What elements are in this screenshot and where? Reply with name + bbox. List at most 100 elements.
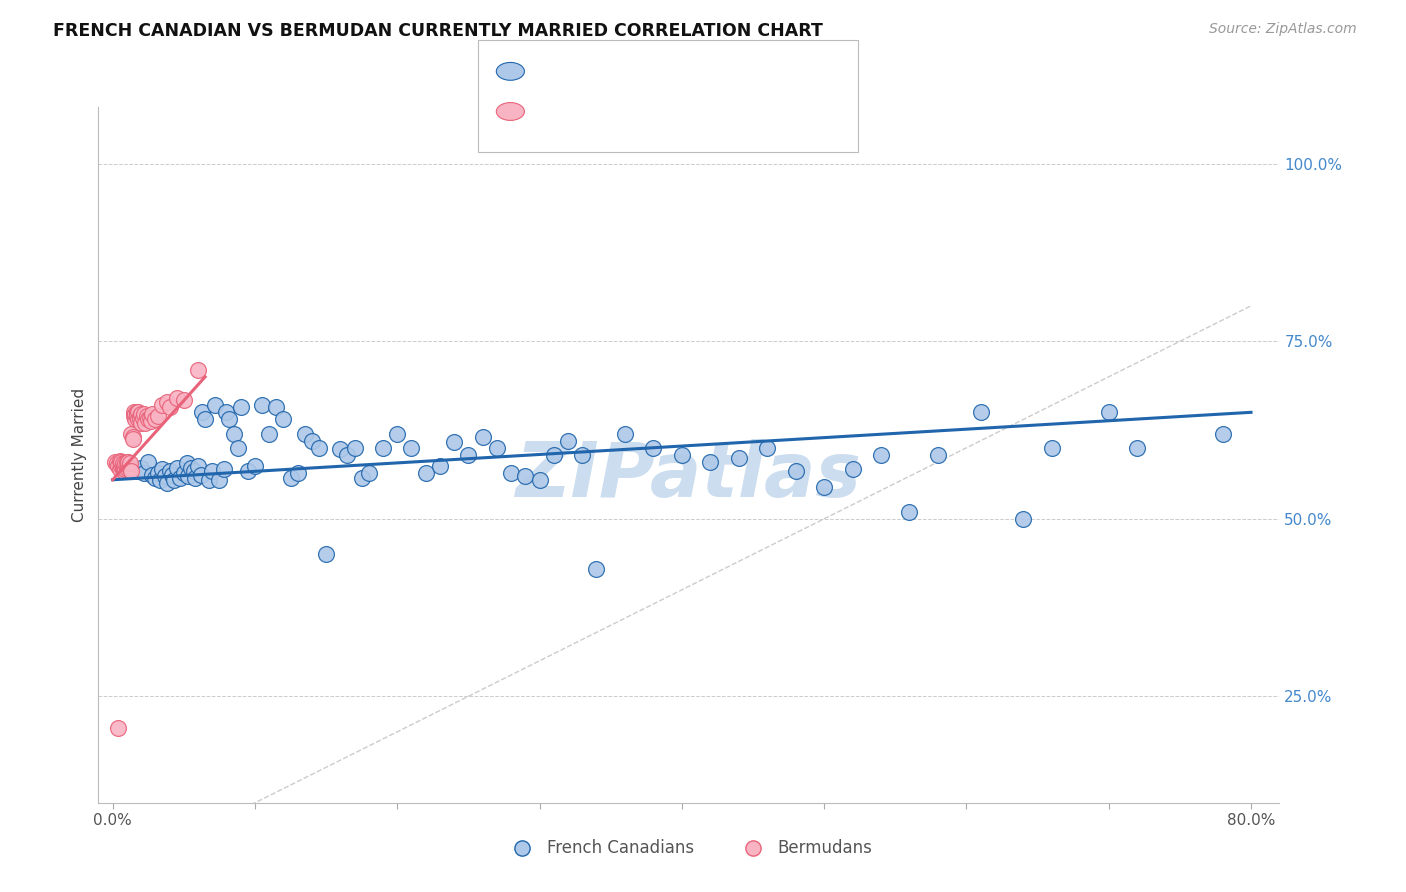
Point <box>131 411 153 425</box>
Point <box>104 455 127 469</box>
Point <box>115 458 138 473</box>
Point <box>163 473 186 487</box>
Point <box>173 392 195 407</box>
Point <box>222 426 245 441</box>
Point <box>229 400 252 414</box>
Text: 0.191: 0.191 <box>581 103 637 120</box>
Point <box>166 391 188 405</box>
Point <box>187 362 209 376</box>
Point <box>143 412 166 426</box>
Point <box>125 409 148 423</box>
Point <box>148 466 170 480</box>
Point <box>122 462 145 476</box>
Point <box>329 442 352 457</box>
Point <box>613 426 636 441</box>
Point <box>132 407 155 421</box>
Point <box>273 412 295 426</box>
Point <box>117 458 139 473</box>
Text: R =: R = <box>538 62 575 80</box>
Point <box>127 464 149 478</box>
Point <box>387 426 409 441</box>
Point <box>471 430 494 444</box>
Point <box>485 441 508 455</box>
Point <box>112 458 135 473</box>
Point <box>155 469 177 483</box>
Point <box>927 448 949 462</box>
Text: N =: N = <box>651 62 688 80</box>
Point <box>177 469 200 483</box>
Legend: French Canadians, Bermudans: French Canadians, Bermudans <box>499 833 879 864</box>
Point <box>129 460 152 475</box>
Y-axis label: Currently Married: Currently Married <box>72 388 87 522</box>
Point <box>124 412 146 426</box>
Point <box>870 448 893 462</box>
Point <box>107 721 129 735</box>
Point <box>114 457 136 471</box>
Point <box>1040 441 1063 455</box>
Point <box>529 473 551 487</box>
Point <box>141 467 163 482</box>
Point <box>111 460 134 475</box>
Point <box>515 469 537 483</box>
Point <box>122 405 145 419</box>
Point <box>243 458 266 473</box>
Point <box>201 464 224 478</box>
Point <box>108 453 131 467</box>
Point <box>143 470 166 484</box>
Point <box>162 467 184 482</box>
Point <box>166 460 188 475</box>
Point <box>152 398 174 412</box>
Point <box>169 470 191 484</box>
Point <box>813 480 835 494</box>
Point <box>443 435 465 450</box>
Point <box>1126 441 1149 455</box>
Point <box>110 455 132 469</box>
Point <box>1012 512 1035 526</box>
Point <box>191 405 214 419</box>
Point <box>159 400 181 414</box>
Point <box>187 458 209 473</box>
Point <box>226 441 249 455</box>
Point <box>336 448 359 462</box>
Point <box>643 441 665 455</box>
Point <box>457 448 479 462</box>
Point <box>218 412 240 426</box>
Point <box>110 458 132 473</box>
Point <box>499 466 522 480</box>
Point <box>127 412 149 426</box>
Text: N =: N = <box>651 103 688 120</box>
Point <box>350 470 373 484</box>
Point <box>141 407 163 421</box>
Point <box>198 473 221 487</box>
Point <box>176 457 198 471</box>
Point <box>115 455 138 469</box>
Point <box>1098 405 1121 419</box>
Point <box>136 455 159 469</box>
Point <box>118 457 141 471</box>
Point <box>308 441 330 455</box>
Point <box>756 441 779 455</box>
Point <box>543 448 565 462</box>
Point <box>841 462 863 476</box>
Point <box>785 464 807 478</box>
Point <box>138 411 160 425</box>
Point <box>122 409 145 423</box>
Point <box>250 398 273 412</box>
Point <box>343 441 366 455</box>
Text: ZIPatlas: ZIPatlas <box>516 439 862 513</box>
Text: 0.184: 0.184 <box>581 62 638 80</box>
Point <box>134 416 156 430</box>
Point <box>120 464 142 478</box>
Text: FRENCH CANADIAN VS BERMUDAN CURRENTLY MARRIED CORRELATION CHART: FRENCH CANADIAN VS BERMUDAN CURRENTLY MA… <box>53 22 824 40</box>
Text: R =: R = <box>538 103 575 120</box>
Point <box>124 407 146 421</box>
Point <box>280 470 302 484</box>
Point <box>149 473 172 487</box>
Point <box>183 464 205 478</box>
Point <box>294 426 316 441</box>
Point <box>156 394 179 409</box>
Point <box>1212 426 1234 441</box>
Point <box>108 462 131 476</box>
Point <box>115 460 138 475</box>
Point <box>111 457 134 471</box>
